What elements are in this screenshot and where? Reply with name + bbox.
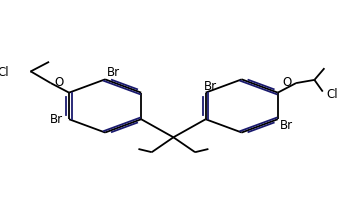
Text: Cl: Cl bbox=[326, 88, 338, 101]
Text: O: O bbox=[283, 76, 292, 89]
Text: O: O bbox=[55, 76, 64, 89]
Text: Br: Br bbox=[280, 119, 293, 132]
Text: Br: Br bbox=[50, 113, 63, 126]
Text: Br: Br bbox=[204, 80, 217, 93]
Text: Cl: Cl bbox=[0, 66, 9, 79]
Text: Br: Br bbox=[107, 67, 120, 79]
